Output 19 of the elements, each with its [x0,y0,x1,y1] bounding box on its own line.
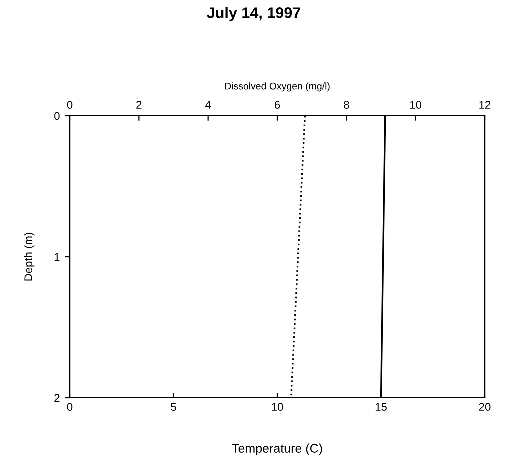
chart-title: July 14, 1997 [207,7,300,22]
x2-tick-label: 12 [480,101,491,109]
x-tick-label: 10 [272,403,284,412]
y-tick-label: 2 [54,394,60,402]
y-axis-title: Depth (m) [24,232,35,281]
x-tick-label: 20 [479,403,491,412]
x-tick-label: 15 [376,403,387,412]
x2-tick-label: 10 [410,101,422,109]
x-tick-label: 0 [67,403,73,412]
x2-tick-label: 8 [344,101,350,109]
x2-tick-label: 4 [206,101,212,109]
x2-tick-label: 2 [136,101,142,109]
y-tick-label: 0 [54,112,60,120]
x-axis-title: Temperature (C) [232,444,322,456]
x-tick-label: 5 [171,403,176,412]
x2-axis-title: Dissolved Oxygen (mg/l) [225,82,330,92]
x2-tick-label: 0 [67,101,73,109]
x2-tick-label: 6 [274,101,280,109]
y-tick-label: 1 [54,253,60,262]
